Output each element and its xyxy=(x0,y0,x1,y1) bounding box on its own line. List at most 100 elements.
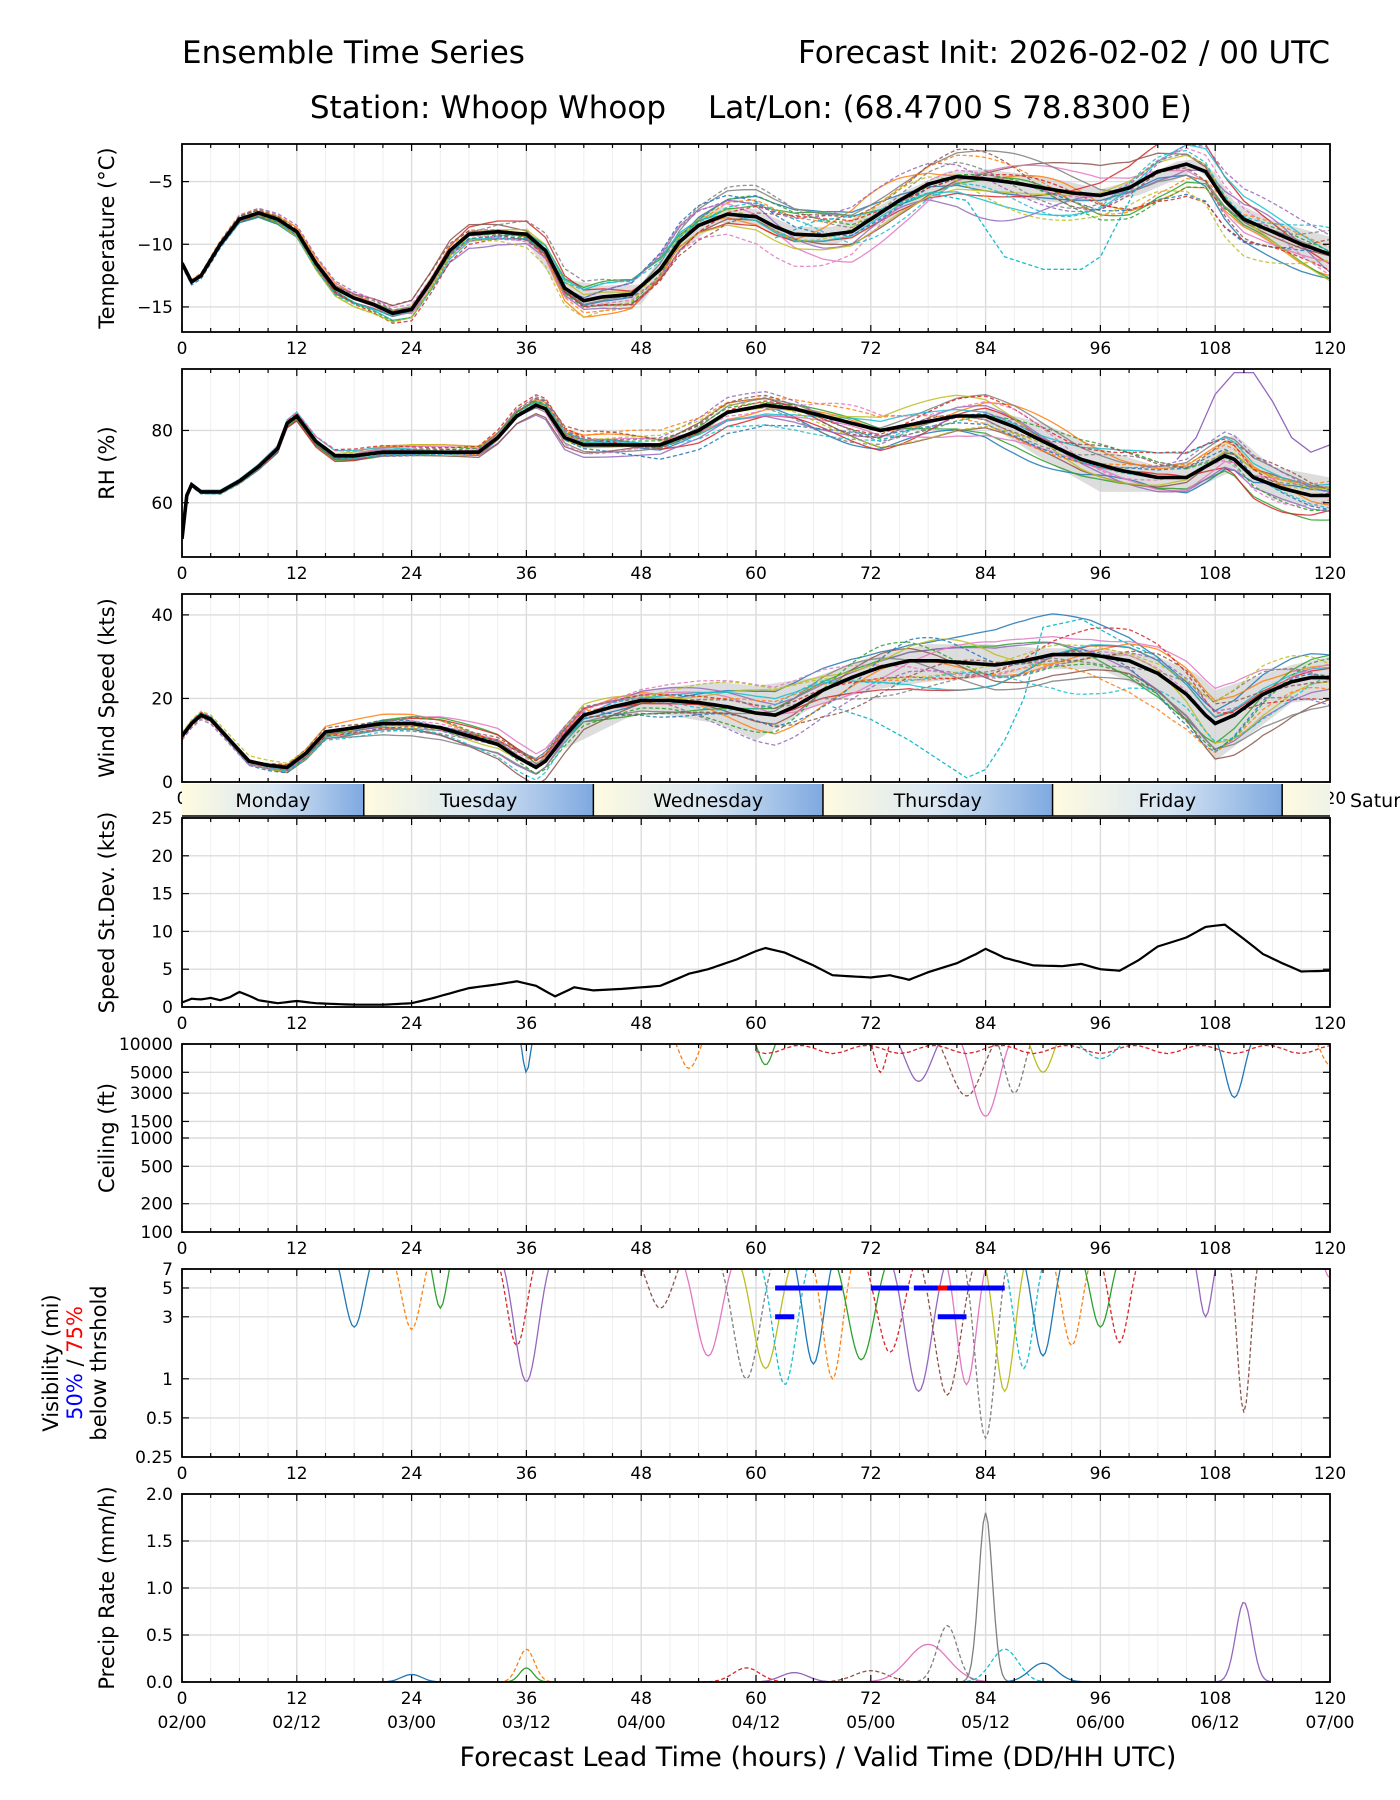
visibility-x-tick-label: 96 xyxy=(1090,1464,1112,1484)
precip-x-tick-label: 84 xyxy=(975,1689,997,1709)
wind-member-20 xyxy=(182,671,1330,781)
visibility-x-tick-label: 0 xyxy=(177,1464,188,1484)
precip-member-trace-8 xyxy=(904,1624,991,1682)
temperature-y-tick-label: −5 xyxy=(148,173,173,193)
precip-members xyxy=(368,1512,1277,1682)
temperature-x-tick-label: 60 xyxy=(745,339,767,359)
rh-y-tick-label: 60 xyxy=(151,494,173,514)
day-label: Saturday xyxy=(1350,790,1400,812)
ceiling-x-tick-label: 0 xyxy=(177,1239,188,1259)
precip-member-trace-12 xyxy=(1209,1601,1277,1682)
day-segment xyxy=(593,784,823,816)
speed_std-x-tick-label: 12 xyxy=(286,1014,308,1034)
ceiling-x-tick-label: 48 xyxy=(630,1239,652,1259)
speed_std-y-axis: 0 5 10 15 20 25 xyxy=(151,809,1330,1018)
speed_std-x-tick-label: 60 xyxy=(745,1014,767,1034)
ceiling-member-trace-4 xyxy=(870,1044,891,1074)
visibility-y-tick-label: 0.5 xyxy=(146,1409,173,1429)
ceiling-y-tick-label: 1000 xyxy=(130,1129,173,1149)
precip-y-label: Precip Rate (mm/h) xyxy=(95,1486,119,1689)
day-label: Wednesday xyxy=(653,790,763,812)
visibility-member-trace-21 xyxy=(1025,1269,1061,1357)
visibility-x-tick-label: 48 xyxy=(630,1464,652,1484)
visibility-member-trace-26 xyxy=(1230,1269,1258,1413)
precip-x-tick-label: 36 xyxy=(516,1689,538,1709)
ceiling-x-tick-label: 108 xyxy=(1199,1239,1231,1259)
day-label: Tuesday xyxy=(439,790,517,812)
speed_std-y-tick-label: 0 xyxy=(162,998,173,1018)
speed_std-x-tick-label: 120 xyxy=(1314,1014,1346,1034)
speed_std-minor-grid xyxy=(210,818,1302,1007)
temperature-x-tick-label: 36 xyxy=(516,339,538,359)
ceiling-x-tick-label: 96 xyxy=(1090,1239,1112,1259)
temperature-member-14 xyxy=(182,174,1330,324)
rh-member-12 xyxy=(182,396,1330,539)
speed_std-x-tick-label: 96 xyxy=(1090,1014,1112,1034)
temperature-member-13 xyxy=(182,173,1330,322)
visibility-member-trace-8 xyxy=(721,1269,772,1380)
visibility-y-tick-label: 0.25 xyxy=(135,1448,173,1468)
valid-time-label: 04/00 xyxy=(617,1713,666,1733)
wind-minor-grid xyxy=(210,594,1302,782)
rh-x-axis: 0 12 24 36 48 60 72 84 96 108 120 xyxy=(177,369,1346,584)
rh-member-16 xyxy=(182,394,1330,540)
panel-rh: 0 12 24 36 48 60 72 84 96 108 120 60 80 RH (%) xyxy=(95,368,1346,584)
wind-y-tick-label: 20 xyxy=(151,689,173,709)
precip-y-tick-label: 2.0 xyxy=(146,1485,173,1505)
panel-speed_std: 0 12 24 36 48 60 72 84 96 108 120 0 5 10 15 20 25 Speed S… xyxy=(95,809,1346,1034)
temperature-x-tick-label: 120 xyxy=(1314,339,1346,359)
visibility-y-label: Visibility (mi) xyxy=(39,1294,63,1431)
figure-title-right: Forecast Init: 2026-02-02 / 00 UTC xyxy=(798,35,1330,71)
speed_std-x-tick-label: 48 xyxy=(630,1014,652,1034)
ceiling-member-trace-6 xyxy=(938,1044,995,1097)
visibility-y-tick-label: 1 xyxy=(162,1370,173,1390)
visibility-y-tick-label: 5 xyxy=(162,1279,173,1299)
rh-outlier-member xyxy=(1176,371,1330,460)
rh-x-tick-label: 24 xyxy=(401,564,423,584)
speed_std-x-axis: 0 12 24 36 48 60 72 84 96 108 120 xyxy=(177,818,1346,1034)
temperature-x-tick-label: 96 xyxy=(1090,339,1112,359)
panel-precip: 0 12 24 36 48 60 72 84 96 108 120 02/00 02/12 03/00 03… xyxy=(95,1485,1355,1733)
visibility-x-axis: 0 12 24 36 48 60 72 84 96 108 120 xyxy=(177,1269,1346,1484)
visibility-members xyxy=(338,1269,1330,1440)
temperature-member-19 xyxy=(182,176,1330,323)
visibility-x-tick-label: 72 xyxy=(860,1464,882,1484)
day-segment xyxy=(1282,784,1330,816)
temperature-member-18 xyxy=(182,153,1330,311)
precip-x-tick-label: 96 xyxy=(1090,1689,1112,1709)
precip-y-tick-label: 1.0 xyxy=(146,1579,173,1599)
rh-x-tick-label: 12 xyxy=(286,564,308,584)
visibility-member-trace-15 xyxy=(892,1269,945,1393)
ceiling-y-label: Ceiling (ft) xyxy=(95,1083,119,1193)
rh-x-tick-label: 108 xyxy=(1199,564,1231,584)
wind-y-label: Wind Speed (kts) xyxy=(95,598,119,778)
ceiling-y-tick-label: 200 xyxy=(141,1195,173,1215)
temperature-y-tick-label: −10 xyxy=(137,235,173,255)
ceiling-y-tick-label: 5000 xyxy=(130,1063,173,1083)
visibility-threshold-50 xyxy=(775,1285,1005,1320)
visibility-member-trace-3 xyxy=(430,1269,451,1310)
day-band: Monday Tuesday Wednesday Thursday Friday Satu… xyxy=(182,784,1400,817)
speed_std-x-tick-label: 0 xyxy=(177,1014,188,1034)
visibility-member-trace-1 xyxy=(338,1269,371,1329)
visibility-member-trace-19 xyxy=(985,1269,1025,1393)
precip-x-tick-label: 12 xyxy=(286,1689,308,1709)
wind-y-tick-label: 40 xyxy=(151,606,173,626)
visibility-member-trace-2 xyxy=(395,1269,428,1331)
temperature-x-tick-label: 0 xyxy=(177,339,188,359)
speed_std-x-tick-label: 108 xyxy=(1199,1014,1231,1034)
speed_std-x-tick-label: 24 xyxy=(401,1014,423,1034)
ceiling-x-tick-label: 120 xyxy=(1314,1239,1346,1259)
rh-x-tick-label: 0 xyxy=(177,564,188,584)
ceiling-member-trace-11 xyxy=(1217,1044,1252,1099)
visibility-y-tick-label: 7 xyxy=(162,1260,173,1280)
ceiling-x-tick-label: 60 xyxy=(745,1239,767,1259)
visibility-x-tick-label: 108 xyxy=(1199,1464,1231,1484)
visibility-threshold-label: 50% / 75% xyxy=(63,1306,87,1420)
visibility-x-tick-label: 120 xyxy=(1314,1464,1346,1484)
temperature-x-tick-label: 48 xyxy=(630,339,652,359)
wind-outlier-member xyxy=(832,618,1159,779)
rh-member-17 xyxy=(182,400,1330,538)
